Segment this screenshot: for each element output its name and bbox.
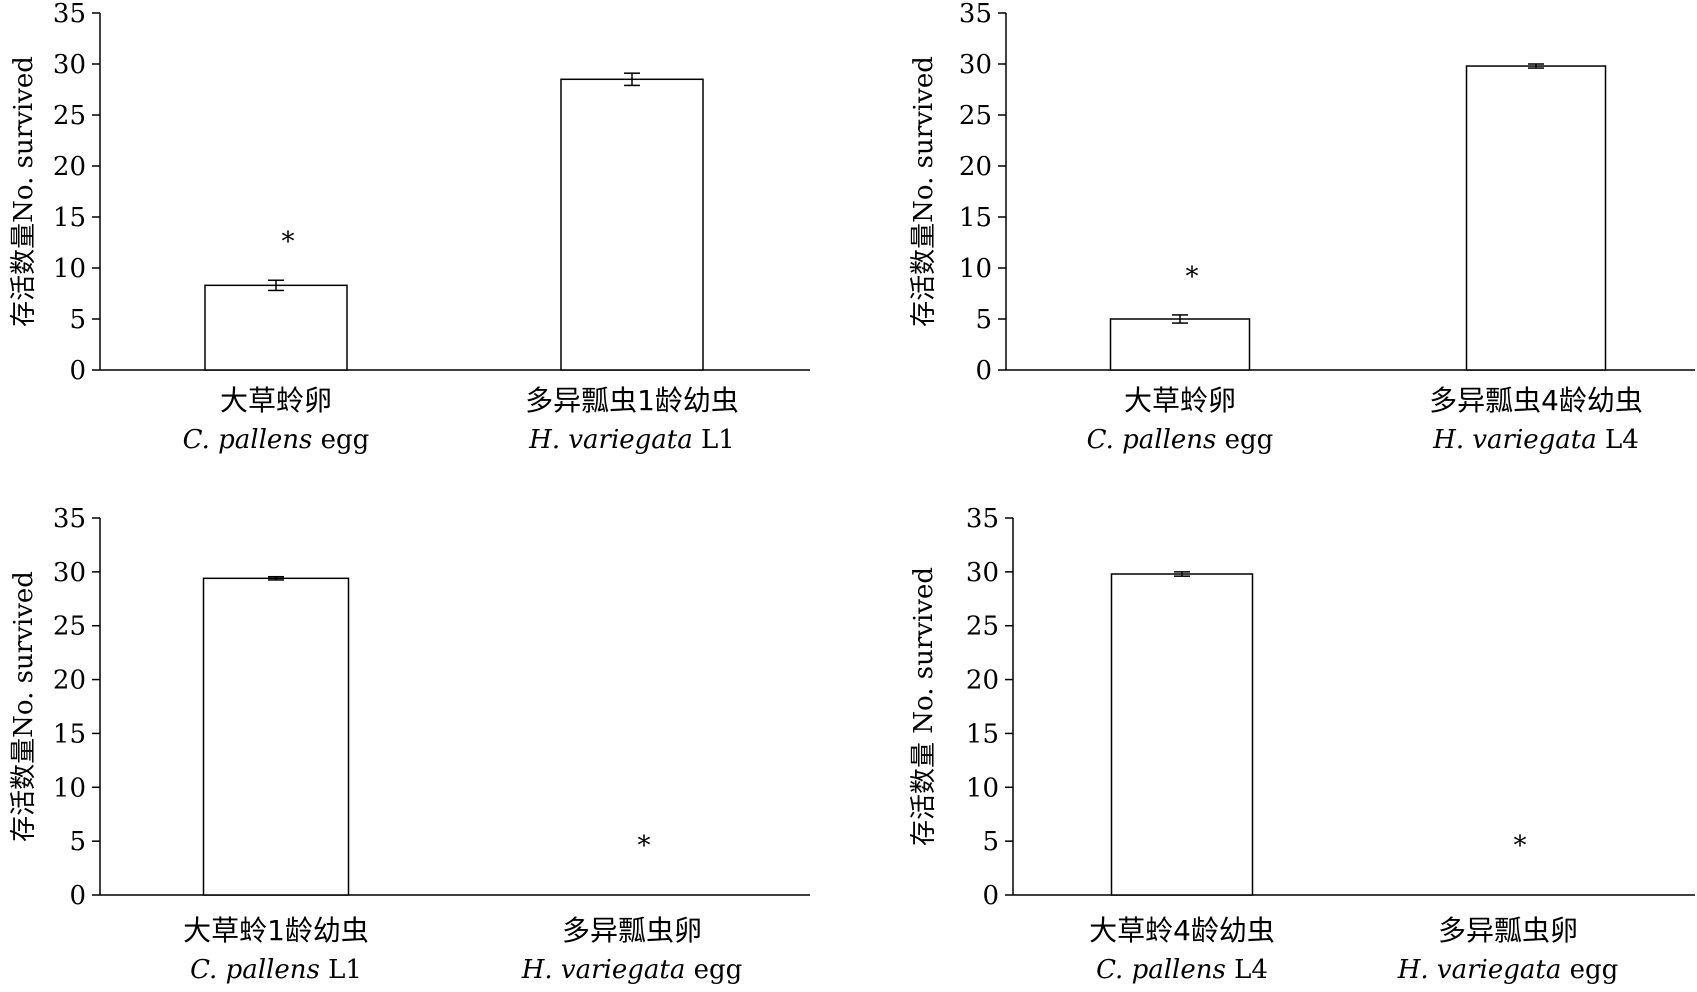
bar	[204, 284, 348, 371]
bar	[1109, 318, 1251, 371]
y-tick-label: 5	[982, 827, 999, 857]
y-tick-label: 25	[966, 612, 999, 642]
y-tick-label: 25	[959, 101, 992, 131]
category-label-en: H. variegata L4	[1432, 425, 1639, 455]
y-tick-label: 20	[966, 666, 999, 696]
y-tick-label: 0	[975, 356, 992, 386]
y-tick-label: 35	[53, 0, 86, 29]
category-label-cn: 大草蛉卵	[220, 384, 332, 417]
category-label-cn: 多异瓢虫卵	[562, 914, 702, 947]
category-stage: L1	[320, 955, 362, 985]
category-label-en: H. variegata egg	[1397, 955, 1619, 985]
y-tick-label: 5	[69, 305, 86, 335]
category-stage: L4	[1597, 425, 1639, 455]
y-tick-label: 25	[53, 101, 86, 131]
y-tick-label: 30	[53, 50, 86, 80]
category-label-cn: 大草蛉4龄幼虫	[1089, 914, 1275, 947]
category-stage: egg	[1216, 425, 1273, 455]
y-tick-label: 35	[966, 504, 999, 534]
chart-panel-4: 0 5 10 15 20 25 30 35 存活数量 No. survived 大草蛉4龄幼虫 C.…	[909, 504, 1695, 985]
category-species: H. variegata	[1397, 955, 1562, 985]
bar	[560, 78, 704, 371]
y-axis-label: 存活数量 No. survived	[909, 567, 939, 846]
y-tick-label: 25	[53, 612, 86, 642]
category-stage: egg	[1561, 955, 1618, 985]
y-tick-label: 15	[53, 203, 86, 233]
y-tick-label: 10	[966, 773, 999, 803]
category-species: C. pallens	[1087, 425, 1217, 455]
chart-panel-1: 0 5 10 15 20 25 30 35 存活数量No. survived * 大草蛉卵 C. pa…	[9, 0, 810, 455]
y-tick-label: 30	[53, 558, 86, 588]
y-tick-label: 15	[966, 719, 999, 749]
y-tick-label: 35	[959, 0, 992, 29]
chart-panel-2: 0 5 10 15 20 25 30 35 存活数量No. survived * 大草蛉卵 C. pa…	[909, 0, 1695, 455]
y-tick-label: 35	[53, 504, 86, 534]
category-label-cn: 多异瓢虫1龄幼虫	[525, 384, 739, 417]
y-tick-label: 15	[959, 203, 992, 233]
y-tick-label: 0	[982, 881, 999, 911]
category-species: H. variegata	[1432, 425, 1597, 455]
bar	[202, 577, 350, 896]
y-axis-label: 存活数量No. survived	[9, 571, 39, 842]
category-species: C. pallens	[190, 955, 320, 985]
bar	[1465, 65, 1607, 371]
bar	[1110, 573, 1254, 896]
y-tick-label: 0	[69, 881, 86, 911]
category-species: H. variegata	[521, 955, 686, 985]
category-stage: L1	[693, 425, 735, 455]
y-tick-label: 10	[53, 254, 86, 284]
significance-marker: *	[1186, 262, 1199, 292]
category-label-en: H. variegata L1	[528, 425, 735, 455]
category-label-en: H. variegata egg	[521, 955, 743, 985]
y-tick-label: 5	[69, 827, 86, 857]
category-label-cn: 大草蛉卵	[1124, 384, 1236, 417]
y-tick-label: 30	[959, 50, 992, 80]
category-species: C. pallens	[1096, 955, 1226, 985]
y-tick-label: 20	[53, 666, 86, 696]
category-label-en: C. pallens egg	[183, 425, 370, 455]
category-species: C. pallens	[183, 425, 313, 455]
significance-marker: *	[1514, 831, 1527, 861]
y-tick-label: 30	[966, 558, 999, 588]
category-label-cn: 多异瓢虫卵	[1438, 914, 1578, 947]
y-tick-label: 20	[959, 152, 992, 182]
y-axis-label: 存活数量No. survived	[9, 56, 39, 327]
y-tick-label: 5	[975, 305, 992, 335]
category-label-en: C. pallens egg	[1087, 425, 1274, 455]
y-tick-label: 10	[53, 773, 86, 803]
category-stage: L4	[1226, 955, 1268, 985]
category-stage: egg	[312, 425, 369, 455]
chart-panel-3: 0 5 10 15 20 25 30 35 存活数量No. survived 大草蛉1龄幼虫 C. …	[9, 504, 810, 985]
y-tick-label: 10	[959, 254, 992, 284]
y-tick-label: 15	[53, 719, 86, 749]
y-tick-label: 0	[69, 356, 86, 386]
significance-marker: *	[638, 831, 651, 861]
category-label-cn: 多异瓢虫4龄幼虫	[1429, 384, 1643, 417]
significance-marker: *	[282, 227, 295, 257]
category-label-en: C. pallens L1	[190, 955, 362, 985]
y-tick-label: 20	[53, 152, 86, 182]
category-stage: egg	[685, 955, 742, 985]
category-label-en: C. pallens L4	[1096, 955, 1268, 985]
y-axis-label: 存活数量No. survived	[909, 56, 939, 327]
category-label-cn: 大草蛉1龄幼虫	[183, 914, 369, 947]
category-species: H. variegata	[528, 425, 693, 455]
